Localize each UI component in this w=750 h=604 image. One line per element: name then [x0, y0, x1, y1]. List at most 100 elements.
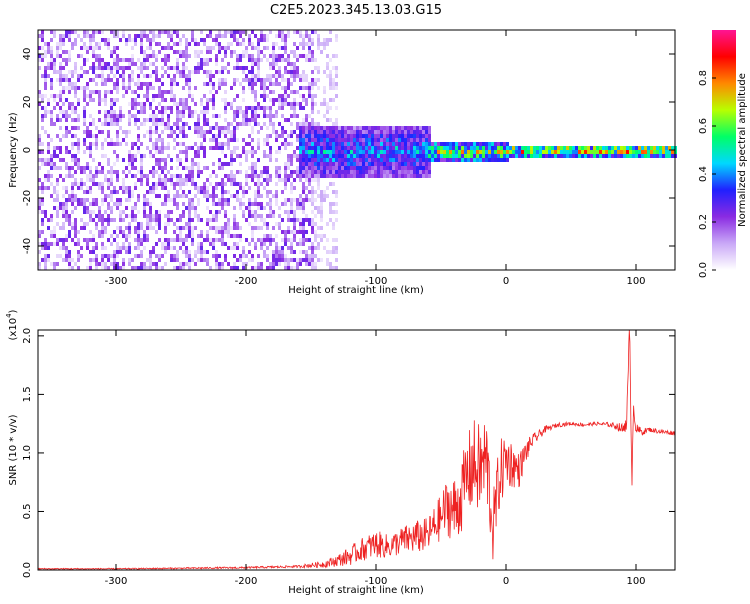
spectrogram-cell	[188, 202, 191, 206]
spectrogram-cell	[170, 110, 173, 114]
y-tick-label: 20	[22, 96, 33, 109]
spectrogram-cell	[197, 174, 200, 178]
spectrogram-cell	[143, 110, 146, 114]
spectrogram-cell	[38, 242, 41, 246]
spectrogram-cell	[350, 174, 353, 178]
spectrogram-cell	[128, 114, 131, 118]
spectrogram-cell	[50, 174, 53, 178]
spectrogram-cell	[263, 86, 266, 90]
spectrogram-cell	[254, 210, 257, 214]
spectrogram-cell	[332, 98, 335, 102]
spectrogram-cell	[182, 86, 185, 90]
spectrogram-cell	[323, 114, 326, 118]
spectrogram-cell	[398, 126, 401, 130]
spectrogram-cell	[125, 58, 128, 62]
spectrogram-cell	[320, 194, 323, 198]
spectrogram-cell	[203, 258, 206, 262]
spectrogram-cell	[365, 158, 368, 162]
spectrogram-cell	[338, 142, 341, 146]
spectrogram-cell	[263, 238, 266, 242]
spectrogram-cell	[107, 110, 110, 114]
spectrogram-cell	[44, 242, 47, 246]
spectrogram-cell	[143, 238, 146, 242]
spectrogram-cell	[416, 154, 419, 158]
spectrogram-cell	[356, 138, 359, 142]
spectrogram-cell	[347, 154, 350, 158]
spectrogram-cell	[143, 198, 146, 202]
spectrogram-cell	[308, 142, 311, 146]
spectrogram-cell	[308, 198, 311, 202]
spectrogram-cell	[302, 74, 305, 78]
spectrogram-cell	[74, 262, 77, 266]
spectrogram-cell	[218, 134, 221, 138]
spectrogram-cell	[47, 102, 50, 106]
spectrogram-cell	[62, 74, 65, 78]
spectrogram-cell	[284, 258, 287, 262]
spectrogram-cell	[314, 170, 317, 174]
spectrogram-cell	[164, 246, 167, 250]
spectrogram-cell	[218, 34, 221, 38]
spectrogram-cell	[653, 146, 656, 150]
spectrogram-cell	[317, 134, 320, 138]
spectrogram-cell	[338, 150, 341, 154]
spectrogram-cell	[263, 110, 266, 114]
spectrogram-cell	[188, 214, 191, 218]
spectrogram-cell	[152, 166, 155, 170]
spectrogram-cell	[671, 154, 674, 158]
spectrogram-cell	[311, 254, 314, 258]
spectrogram-cell	[212, 170, 215, 174]
spectrogram-cell	[242, 150, 245, 154]
spectrogram-cell	[314, 262, 317, 266]
spectrogram-cell	[155, 78, 158, 82]
spectrogram-cell	[74, 70, 77, 74]
spectrogram-cell	[173, 174, 176, 178]
spectrogram-cell	[284, 242, 287, 246]
spectrogram-cell	[209, 266, 212, 270]
spectrogram-cell	[122, 242, 125, 246]
spectrogram-cell	[314, 266, 317, 270]
spectrogram-cell	[383, 150, 386, 154]
spectrogram-cell	[251, 202, 254, 206]
spectrogram-cell	[179, 42, 182, 46]
spectrogram-cell	[113, 262, 116, 266]
spectrogram-cell	[149, 106, 152, 110]
spectrogram-cell	[305, 142, 308, 146]
spectrogram-cell	[221, 46, 224, 50]
spectrogram-cell	[152, 38, 155, 42]
spectrogram-cell	[83, 170, 86, 174]
spectrogram-cell	[326, 142, 329, 146]
spectrogram-cell	[254, 74, 257, 78]
spectrogram-cell	[389, 130, 392, 134]
spectrogram-cell	[77, 138, 80, 142]
spectrogram-cell	[215, 266, 218, 270]
spectrogram-cell	[302, 98, 305, 102]
spectrogram-cell	[341, 126, 344, 130]
spectrogram-cell	[335, 258, 338, 262]
spectrogram-cell	[176, 238, 179, 242]
spectrogram-cell	[155, 74, 158, 78]
spectrogram-cell	[257, 266, 260, 270]
spectrogram-cell	[140, 102, 143, 106]
spectrogram-cell	[365, 170, 368, 174]
spectrogram-cell	[179, 50, 182, 54]
spectrogram-cell	[338, 126, 341, 130]
spectrogram-cell	[71, 86, 74, 90]
spectrogram-cell	[152, 110, 155, 114]
spectrogram-cell	[281, 218, 284, 222]
spectrogram-cell	[161, 114, 164, 118]
spectrogram-cell	[47, 62, 50, 66]
spectrogram-cell	[167, 210, 170, 214]
spectrogram-cell	[101, 30, 104, 34]
x-tick-label: 0	[503, 276, 509, 287]
spectrogram-cell	[158, 110, 161, 114]
spectrogram-cell	[323, 102, 326, 106]
spectrogram-cell	[53, 58, 56, 62]
spectrogram-cell	[347, 130, 350, 134]
spectrogram-cell	[377, 130, 380, 134]
spectrogram-cell	[206, 50, 209, 54]
spectrogram-cell	[170, 78, 173, 82]
spectrogram-cell	[179, 226, 182, 230]
spectrogram-cell	[116, 170, 119, 174]
spectrogram-cell	[146, 198, 149, 202]
spectrogram-cell	[47, 258, 50, 262]
